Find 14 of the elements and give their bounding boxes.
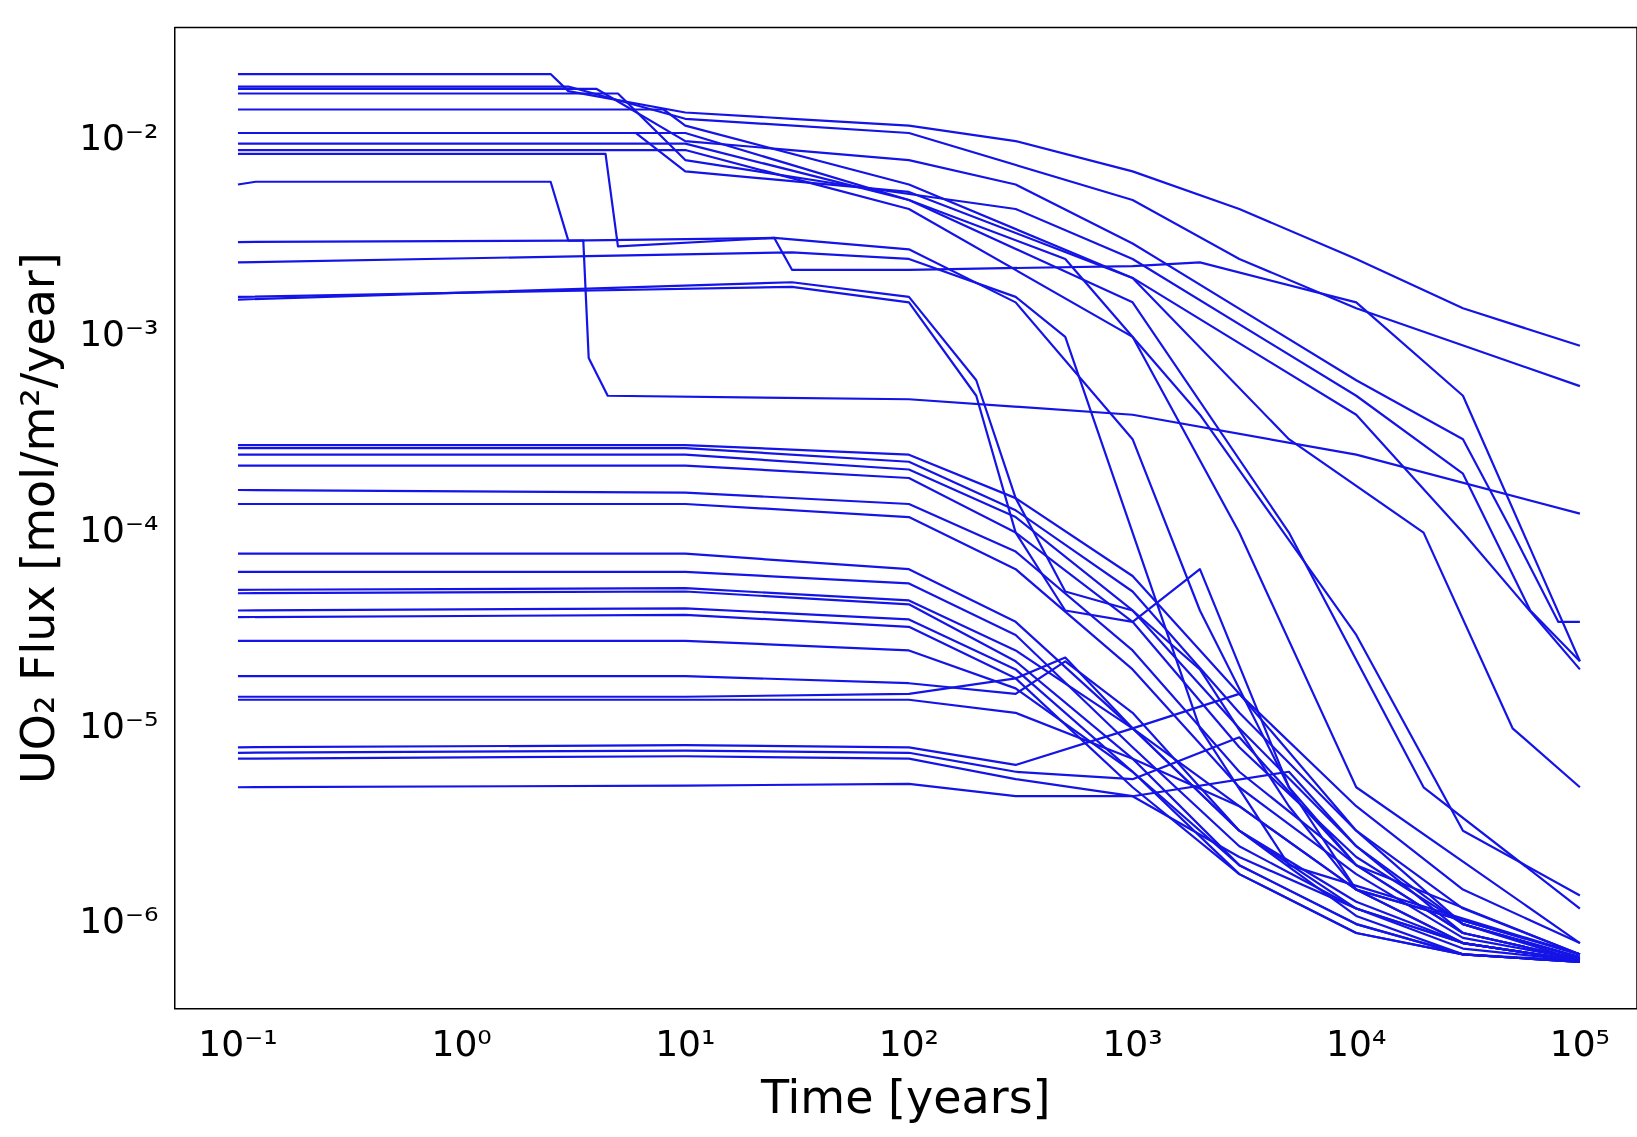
x-tick-label: 10⁵ (1549, 1022, 1611, 1064)
y-axis-title: UO₂ Flux [mol/m²/year] (10, 252, 65, 784)
x-tick-label: 10⁰ (431, 1022, 492, 1064)
x-tick-label: 10⁴ (1326, 1022, 1387, 1064)
x-tick-label: 10¹ (655, 1022, 716, 1064)
y-tick-label: 10⁻³ (79, 313, 159, 355)
x-tick-label: 10³ (1102, 1022, 1163, 1064)
y-tick-label: 10⁻⁴ (79, 508, 159, 550)
x-tick-label: 10⁻¹ (198, 1022, 278, 1064)
x-axis-title: Time [years] (759, 1070, 1051, 1125)
x-tick-label: 10² (878, 1022, 940, 1064)
y-tick-label: 10⁻² (79, 117, 159, 159)
y-tick-label: 10⁻⁵ (79, 704, 159, 746)
y-tick-label: 10⁻⁶ (79, 900, 159, 942)
